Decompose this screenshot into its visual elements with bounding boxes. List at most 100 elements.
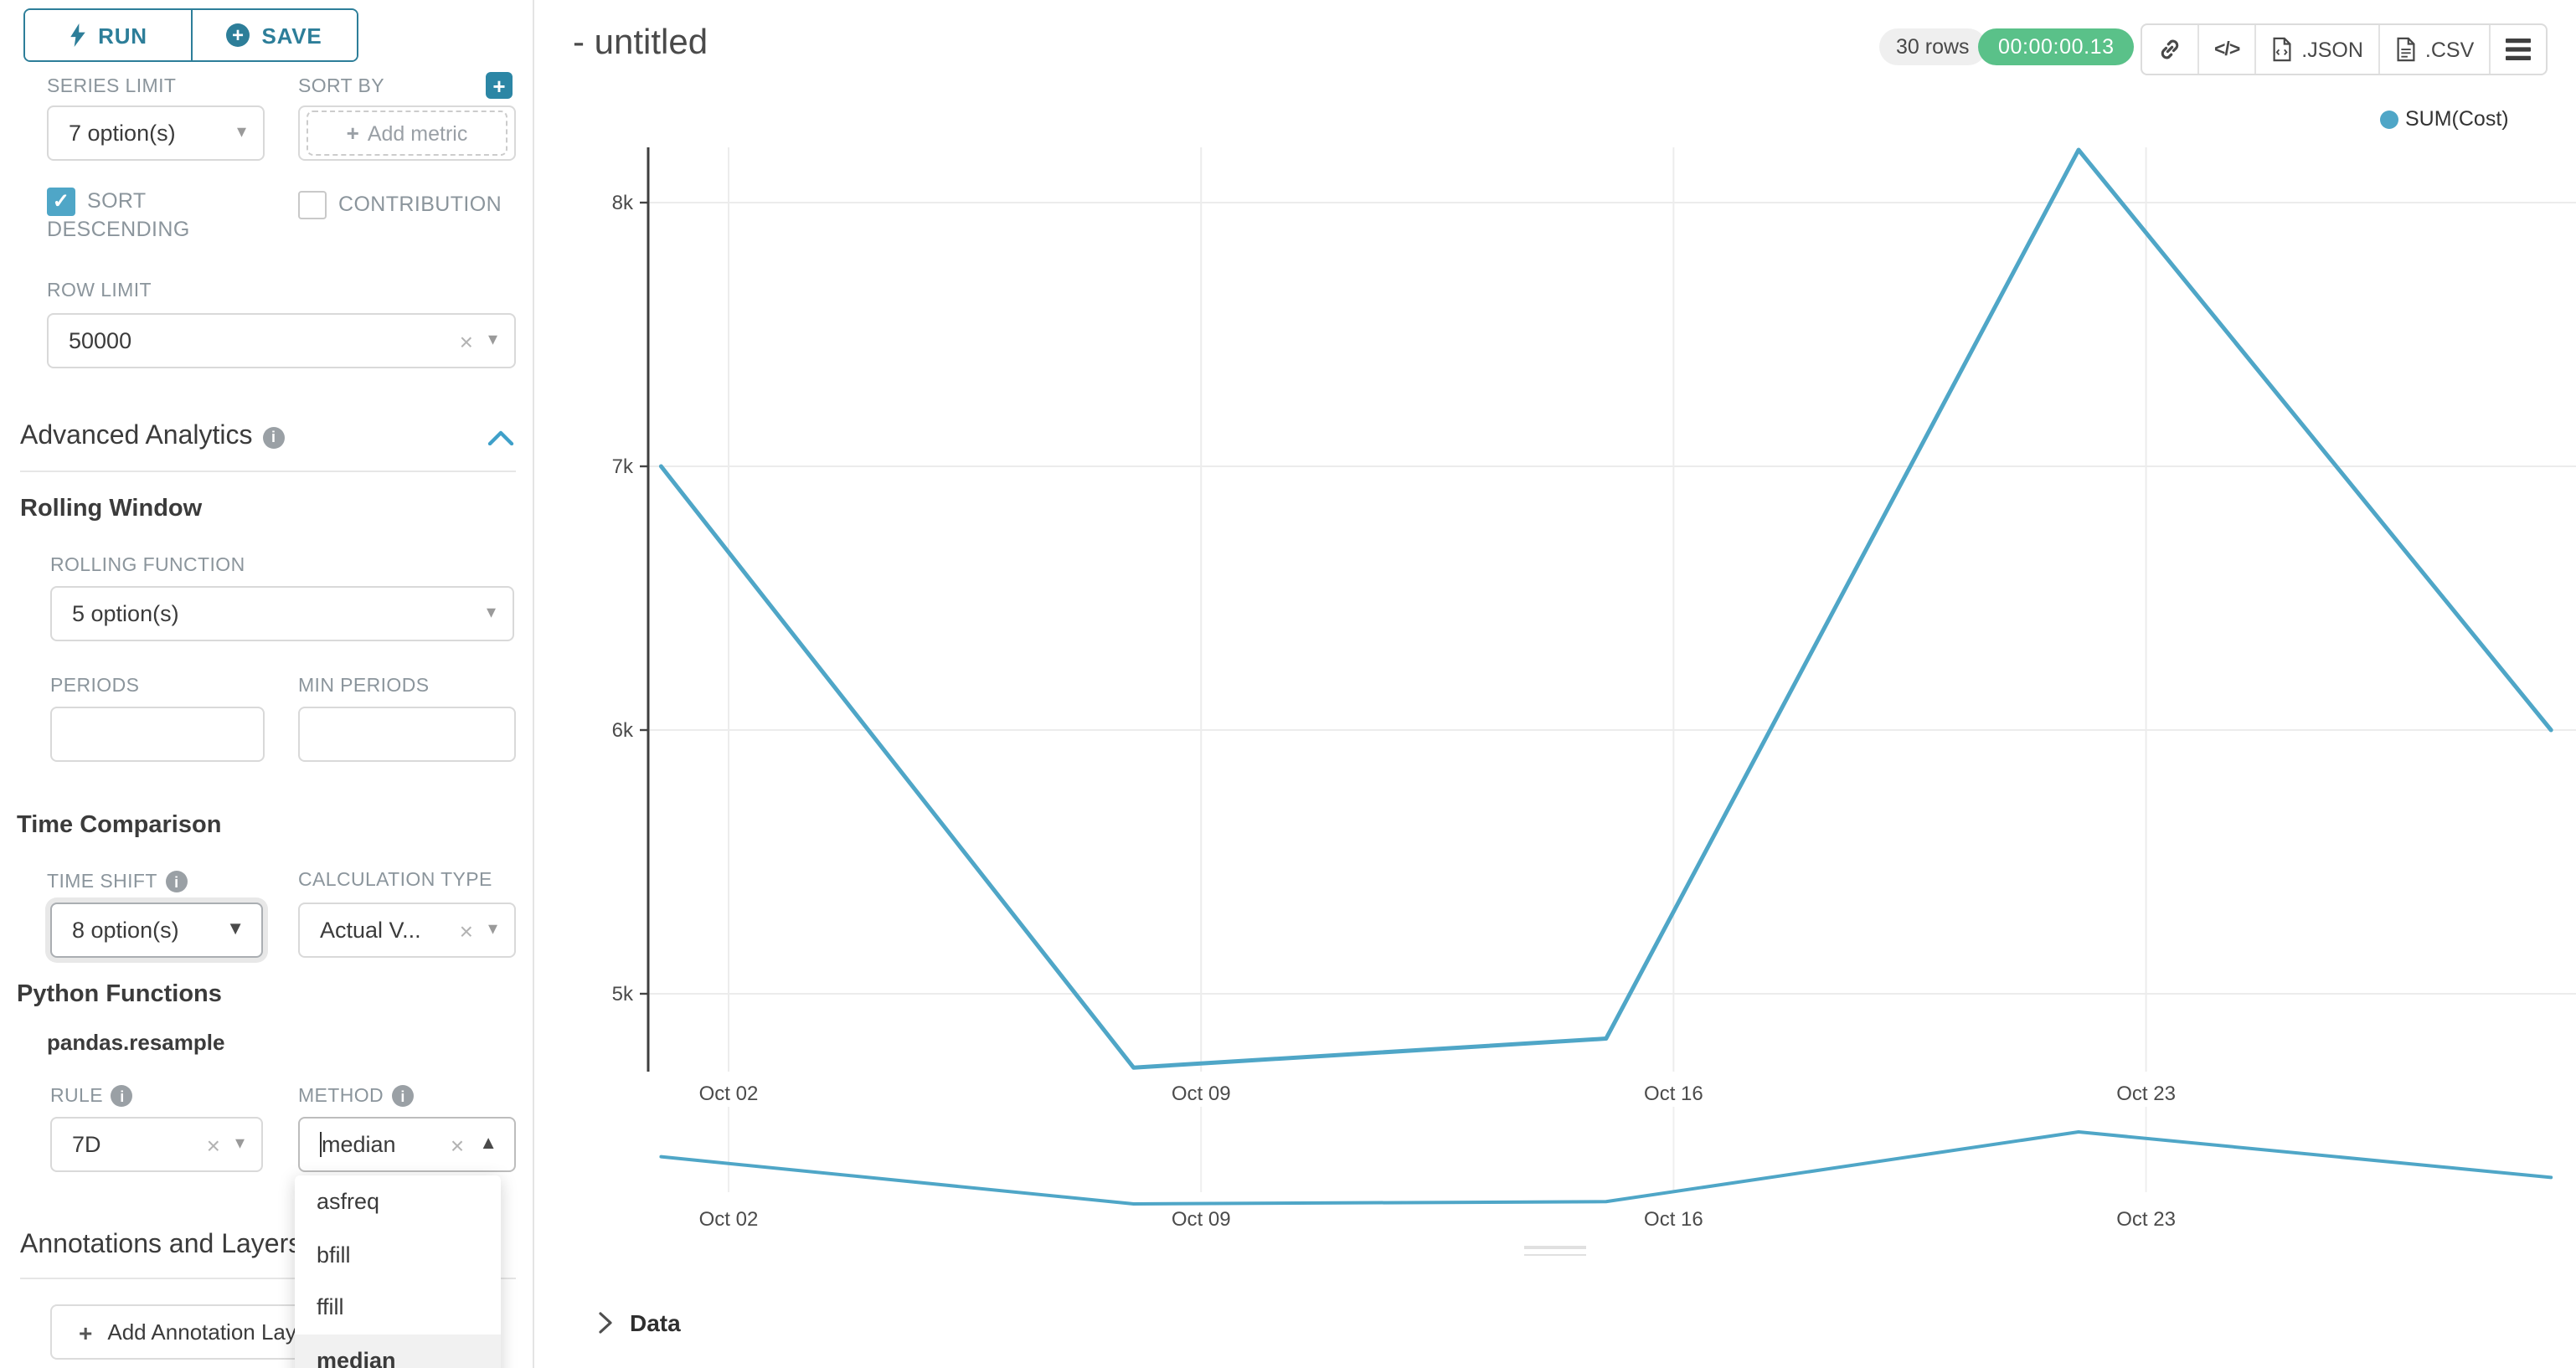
menu-icon bbox=[2506, 39, 2532, 60]
pandas-resample-subtitle: pandas.resample bbox=[47, 1030, 225, 1055]
query-timer-badge: 00:00:00.13 bbox=[1978, 28, 2135, 65]
svg-text:Oct 16: Oct 16 bbox=[1644, 1208, 1703, 1231]
min-periods-input[interactable] bbox=[298, 707, 516, 762]
time-shift-select[interactable]: 8 option(s) ▼ bbox=[50, 903, 263, 958]
advanced-analytics-title: Advanced Analytics bbox=[20, 422, 253, 450]
export-csv-label: .CSV bbox=[2424, 38, 2475, 61]
save-button[interactable]: + SAVE bbox=[190, 10, 357, 60]
copy-link-button[interactable] bbox=[2142, 25, 2197, 74]
calculation-type-label: CALCULATION TYPE bbox=[298, 871, 492, 891]
data-panel-expander[interactable]: Data bbox=[598, 1309, 681, 1336]
time-shift-label: TIME SHIFT i bbox=[47, 871, 188, 892]
row-limit-select[interactable]: 50000 × ▾ bbox=[47, 313, 516, 368]
periods-label: PERIODS bbox=[50, 676, 140, 697]
row-limit-value: 50000 bbox=[69, 328, 132, 353]
svg-text:Oct 02: Oct 02 bbox=[699, 1208, 759, 1231]
row-limit-label: ROW LIMIT bbox=[47, 281, 152, 301]
run-button[interactable]: RUN bbox=[25, 10, 190, 60]
chart-panel: - untitled 30 rows 00:00:00.13 </> bbox=[534, 0, 2576, 1368]
dropdown-option-asfreq[interactable]: asfreq bbox=[317, 1189, 380, 1214]
plus-circle-icon: + bbox=[226, 23, 250, 47]
sort-by-label: SORT BY bbox=[298, 77, 384, 97]
chevron-down-icon: ▾ bbox=[234, 1134, 245, 1154]
svg-text:6k: 6k bbox=[612, 719, 634, 742]
sort-descending-control: ✓ SORT DESCENDING bbox=[47, 188, 248, 244]
dropdown-option-ffill[interactable]: ffill bbox=[317, 1294, 344, 1319]
plus-icon: + bbox=[79, 1319, 93, 1345]
json-file-icon bbox=[2273, 37, 2291, 62]
dropdown-option-bfill[interactable]: bfill bbox=[317, 1242, 351, 1267]
time-comparison-title: Time Comparison bbox=[17, 812, 222, 839]
method-combobox[interactable]: median × ▲ bbox=[298, 1117, 516, 1172]
contribution-control: CONTRIBUTION bbox=[298, 191, 502, 219]
embed-code-button[interactable]: </> bbox=[2197, 25, 2254, 74]
add-sort-metric-button[interactable]: + bbox=[486, 72, 513, 99]
chevron-right-icon bbox=[599, 1312, 612, 1334]
chart-toolbar: </> .JSON bbox=[2141, 23, 2548, 75]
series-limit-value: 7 option(s) bbox=[69, 121, 176, 146]
advanced-analytics-header[interactable]: Advanced Analytics i bbox=[20, 422, 285, 452]
add-metric-button[interactable]: + Add metric bbox=[307, 111, 507, 156]
code-icon: </> bbox=[2214, 39, 2240, 59]
chevron-down-icon: ▾ bbox=[487, 919, 497, 939]
svg-text:5k: 5k bbox=[612, 983, 634, 1005]
chevron-up-filled-icon: ▲ bbox=[479, 1134, 497, 1154]
svg-text:Oct 23: Oct 23 bbox=[2116, 1083, 2176, 1105]
rolling-window-title: Rolling Window bbox=[20, 496, 203, 522]
rolling-function-value: 5 option(s) bbox=[72, 601, 179, 626]
calculation-type-value: Actual V... bbox=[320, 918, 421, 943]
contribution-checkbox[interactable] bbox=[298, 191, 327, 219]
link-icon bbox=[2161, 39, 2179, 59]
rolling-function-select[interactable]: 5 option(s) ▾ bbox=[50, 586, 514, 641]
legend-series-label: SUM(Cost) bbox=[2405, 107, 2509, 131]
rule-select[interactable]: 7D × ▾ bbox=[50, 1117, 263, 1172]
add-annotation-label: Add Annotation Layer bbox=[107, 1319, 317, 1345]
timeseries-line-chart: Oct 02 Oct 02 Oct 09 Oct 09 Oct 16 Oct 16 Oct … bbox=[612, 147, 2576, 1231]
add-metric-placeholder: Add metric bbox=[367, 121, 468, 145]
legend-series-dot bbox=[2380, 110, 2398, 128]
row-count-badge: 30 rows bbox=[1879, 28, 1986, 65]
dropdown-option-median[interactable]: median bbox=[295, 1334, 501, 1368]
clear-icon[interactable]: × bbox=[206, 1131, 220, 1158]
chevron-down-icon: ▾ bbox=[486, 603, 496, 623]
more-options-button[interactable] bbox=[2489, 25, 2546, 74]
info-icon: i bbox=[392, 1085, 415, 1107]
time-shift-value: 8 option(s) bbox=[72, 918, 179, 943]
chevron-down-icon: ▾ bbox=[236, 122, 246, 142]
svg-text:Oct 23: Oct 23 bbox=[2116, 1208, 2176, 1231]
info-icon: i bbox=[165, 871, 188, 892]
rolling-function-label: ROLLING FUNCTION bbox=[50, 556, 245, 576]
chart-title[interactable]: - untitled bbox=[573, 23, 708, 62]
export-csv-button[interactable]: .CSV bbox=[2378, 25, 2489, 74]
sort-descending-label: SORT DESCENDING bbox=[47, 189, 190, 241]
chart-legend[interactable]: SUM(Cost) bbox=[2380, 107, 2509, 131]
periods-input[interactable] bbox=[50, 707, 265, 762]
calculation-type-select[interactable]: Actual V... × ▾ bbox=[298, 903, 516, 958]
divider bbox=[20, 471, 516, 472]
series-limit-select[interactable]: 7 option(s) ▾ bbox=[47, 105, 265, 161]
clear-icon[interactable]: × bbox=[459, 917, 473, 944]
chevron-down-icon: ▾ bbox=[487, 330, 497, 350]
export-json-button[interactable]: .JSON bbox=[2254, 25, 2378, 74]
clear-icon[interactable]: × bbox=[450, 1131, 465, 1158]
svg-text:7k: 7k bbox=[612, 455, 634, 478]
run-button-label: RUN bbox=[98, 23, 147, 48]
data-panel-label: Data bbox=[630, 1309, 681, 1336]
method-value: median bbox=[320, 1132, 396, 1157]
chevron-up-icon[interactable] bbox=[487, 430, 514, 445]
info-icon: i bbox=[262, 426, 285, 448]
plus-icon: + bbox=[346, 121, 359, 146]
sort-by-dropzone: + Add metric bbox=[298, 105, 516, 161]
divider bbox=[20, 1278, 516, 1279]
contribution-label: CONTRIBUTION bbox=[338, 193, 502, 216]
min-periods-label: MIN PERIODS bbox=[298, 676, 430, 697]
info-icon: i bbox=[111, 1085, 133, 1107]
method-dropdown-menu: asfreq bfill ffill median bbox=[295, 1175, 501, 1368]
panel-resize-grip[interactable] bbox=[1524, 1246, 1586, 1261]
lightning-bolt-icon bbox=[70, 23, 85, 47]
clear-icon[interactable]: × bbox=[459, 327, 473, 354]
sort-descending-checkbox[interactable]: ✓ bbox=[47, 188, 75, 216]
svg-text:Oct 02: Oct 02 bbox=[699, 1083, 759, 1105]
rule-label: RULE i bbox=[50, 1085, 133, 1107]
